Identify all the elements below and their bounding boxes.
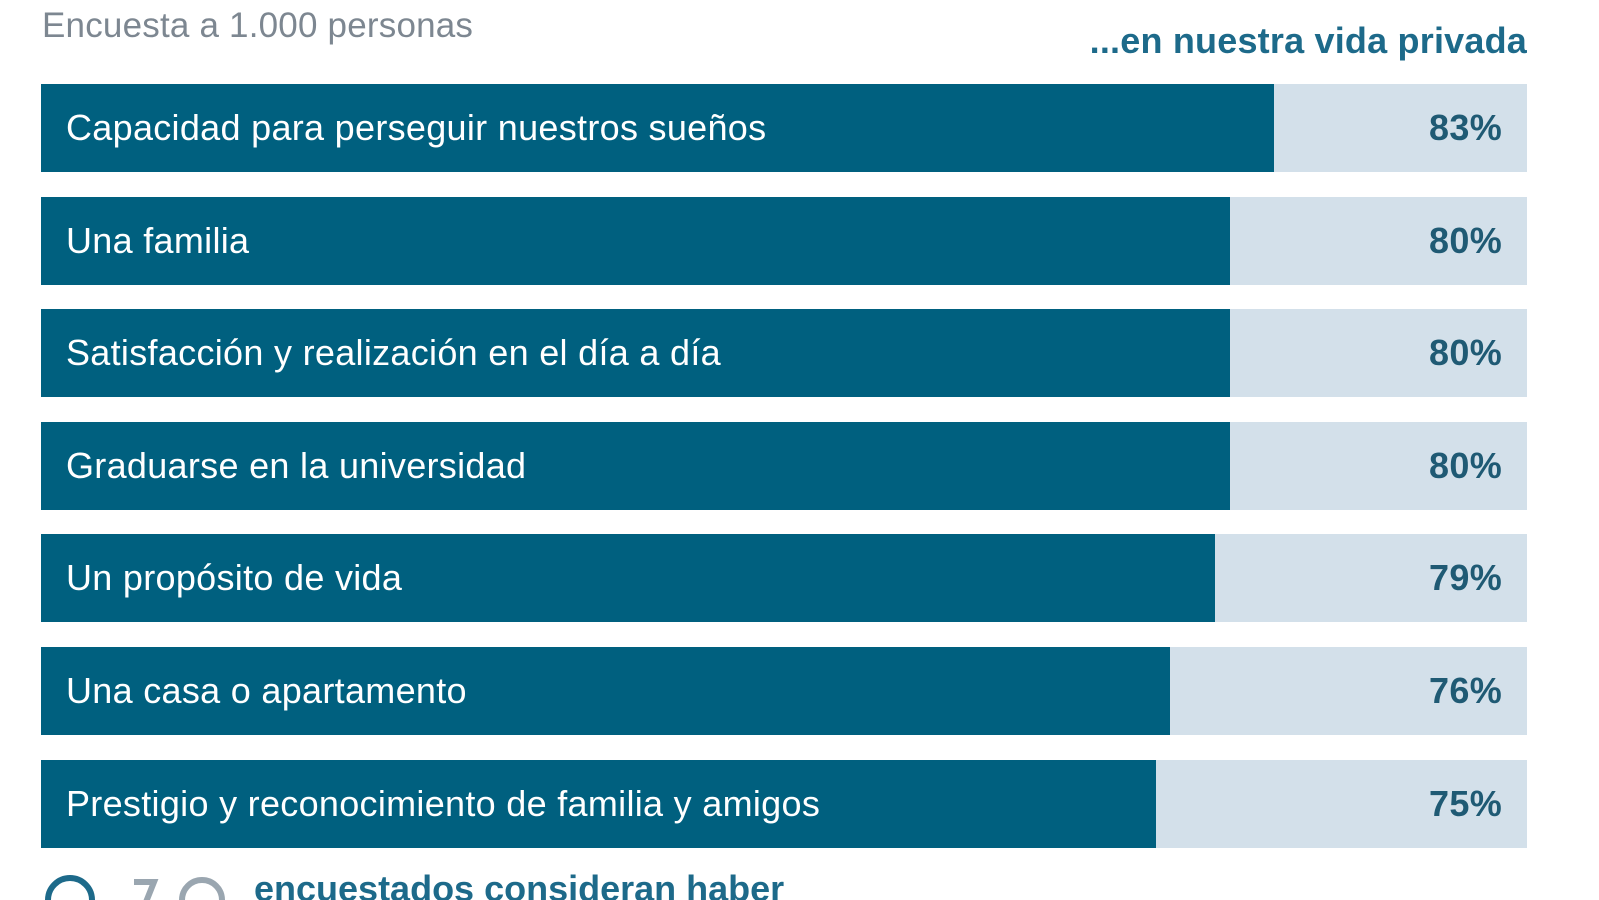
bar bbox=[41, 84, 1274, 172]
chart-subtitle: Encuesta a 1.000 personas bbox=[42, 6, 474, 45]
bar-row: Capacidad para perseguir nuestros sueños… bbox=[41, 84, 1527, 172]
bar-value-label: 75% bbox=[1429, 783, 1502, 824]
footer-text: encuestados consideran haber bbox=[254, 868, 785, 900]
bar-label: Capacidad para perseguir nuestros sueños bbox=[66, 107, 767, 148]
bar-value-label: 80% bbox=[1429, 332, 1502, 373]
bar bbox=[41, 760, 1156, 848]
bar-row: Un propósito de vida 79% bbox=[41, 534, 1527, 622]
bar-label: Graduarse en la universidad bbox=[66, 445, 527, 486]
bar bbox=[41, 647, 1170, 735]
bar-label: Prestigio y reconocimiento de familia y … bbox=[66, 783, 821, 824]
bar-value-label: 79% bbox=[1429, 557, 1502, 598]
bar-row: Graduarse en la universidad 80% bbox=[41, 422, 1527, 510]
bar-value-label: 80% bbox=[1429, 220, 1502, 261]
bar bbox=[41, 534, 1215, 622]
bar-value-label: 83% bbox=[1429, 107, 1502, 148]
bar-label: Una familia bbox=[66, 220, 250, 261]
bar-value-label: 76% bbox=[1429, 670, 1502, 711]
section-label: ...en nuestra vida privada bbox=[1089, 20, 1527, 61]
bar-chart: Capacidad para perseguir nuestros sueños… bbox=[41, 84, 1527, 848]
bar-label: Una casa o apartamento bbox=[66, 670, 467, 711]
footer: encuestados consideran haber bbox=[42, 868, 1042, 900]
bar-row: Una casa o apartamento 76% bbox=[41, 647, 1527, 735]
bar-label: Un propósito de vida bbox=[66, 557, 403, 598]
bar bbox=[41, 309, 1230, 397]
people-icon bbox=[45, 875, 225, 900]
bar-row: Prestigio y reconocimiento de familia y … bbox=[41, 760, 1527, 848]
bar-label: Satisfacción y realización en el día a d… bbox=[66, 332, 721, 373]
bar-row: Satisfacción y realización en el día a d… bbox=[41, 309, 1527, 397]
bar bbox=[41, 422, 1230, 510]
bar-value-label: 80% bbox=[1429, 445, 1502, 486]
bar bbox=[41, 197, 1230, 285]
bar-row: Una familia 80% bbox=[41, 197, 1527, 285]
